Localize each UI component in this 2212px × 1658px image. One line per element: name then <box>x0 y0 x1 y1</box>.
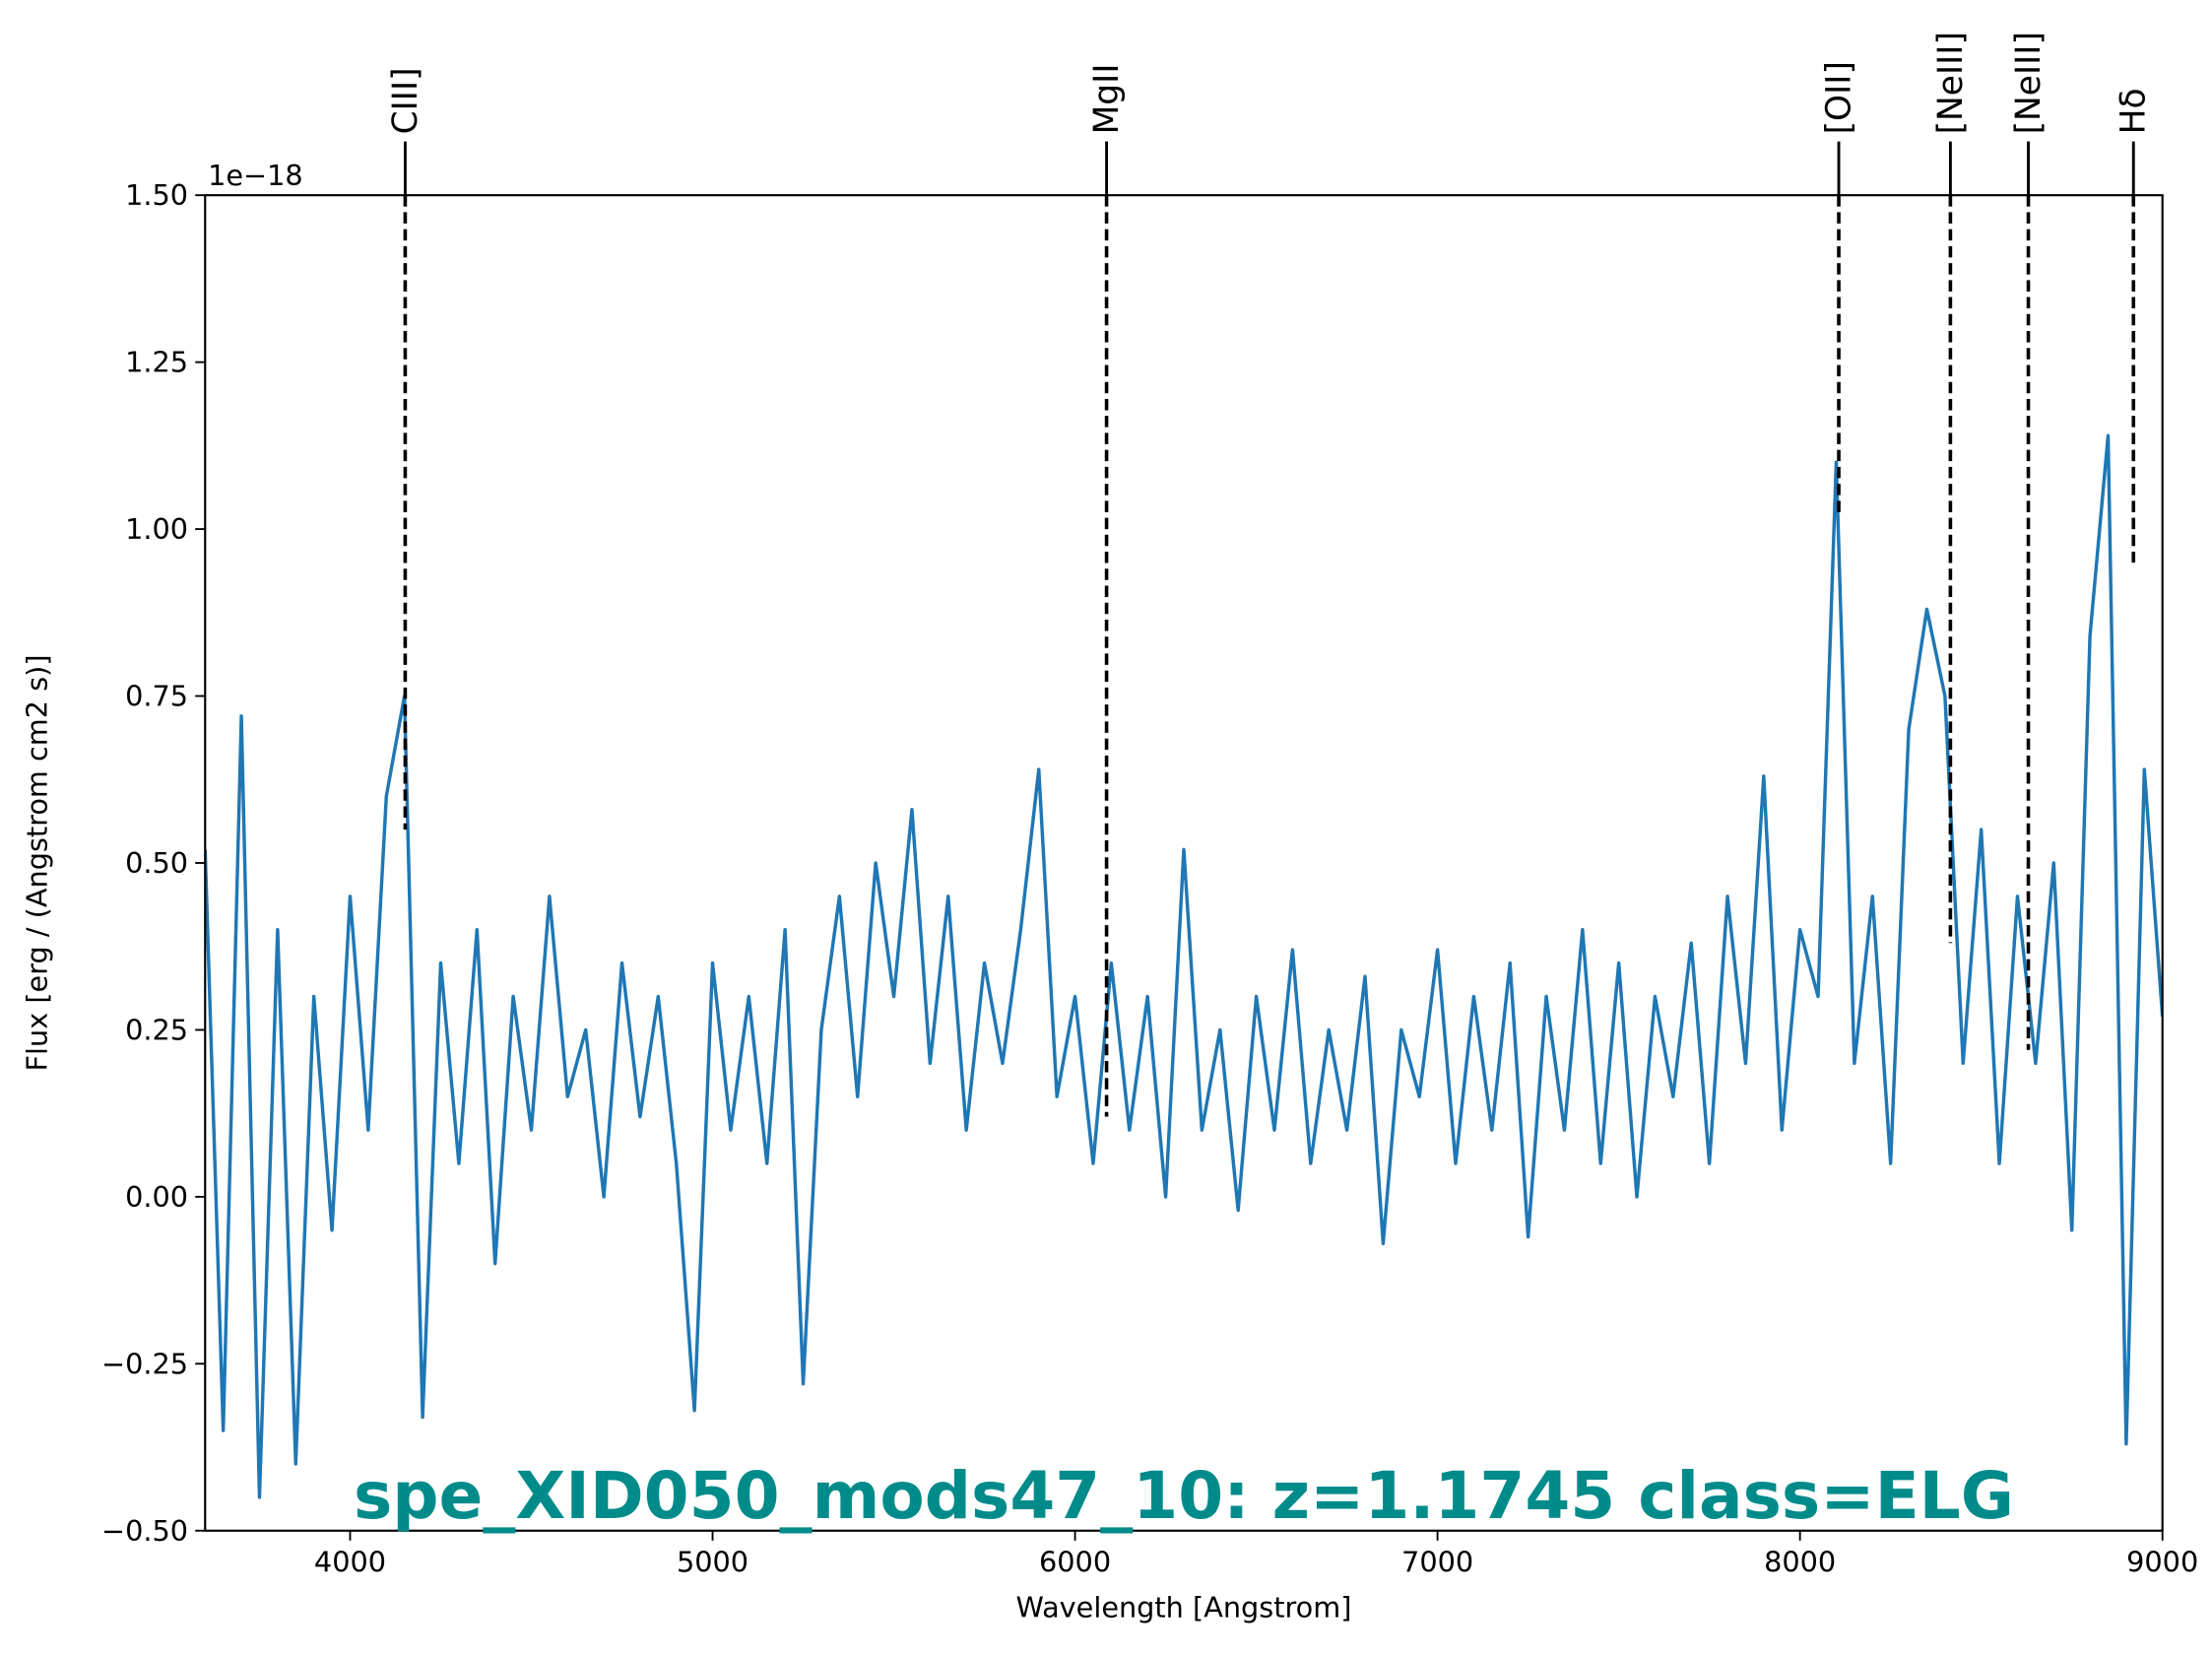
y-tick-label: 1.50 <box>125 178 188 212</box>
y-tick-label: 1.00 <box>125 512 188 546</box>
x-tick-label: 6000 <box>1039 1545 1111 1578</box>
y-offset-label: 1e−18 <box>208 159 303 192</box>
y-tick-label: 1.25 <box>125 346 188 379</box>
line-label: MgII <box>1087 63 1127 134</box>
chart-title: spe_XID050_mods47_10: z=1.1745 class=ELG <box>354 1458 2014 1534</box>
y-tick-label: 0.50 <box>125 846 188 880</box>
y-tick-label: 0.25 <box>125 1013 188 1046</box>
line-label: Hδ <box>2114 88 2154 134</box>
axes-frame <box>204 194 2164 1532</box>
y-tick-label: 0.00 <box>125 1180 188 1214</box>
x-tick-label: 7000 <box>1401 1545 1473 1578</box>
x-tick-label: 5000 <box>677 1545 748 1578</box>
y-tick-label: −0.25 <box>101 1347 188 1380</box>
y-tick-label: 0.75 <box>125 680 188 713</box>
line-label: [OII] <box>1820 61 1859 134</box>
y-tick-label: −0.50 <box>101 1514 188 1548</box>
line-label: [NeIII] <box>1931 32 1971 134</box>
x-tick-label: 9000 <box>2126 1545 2198 1578</box>
line-label: [NeIII] <box>2009 32 2049 134</box>
y-axis-label: Flux [erg / (Angstrom cm2 s)] <box>20 654 53 1071</box>
x-tick-label: 4000 <box>314 1545 386 1578</box>
x-axis-label: Wavelength [Angstrom] <box>1016 1590 1352 1624</box>
line-label: CIII] <box>386 67 425 134</box>
x-tick-label: 8000 <box>1764 1545 1836 1578</box>
spectrum-line <box>205 433 2163 1499</box>
